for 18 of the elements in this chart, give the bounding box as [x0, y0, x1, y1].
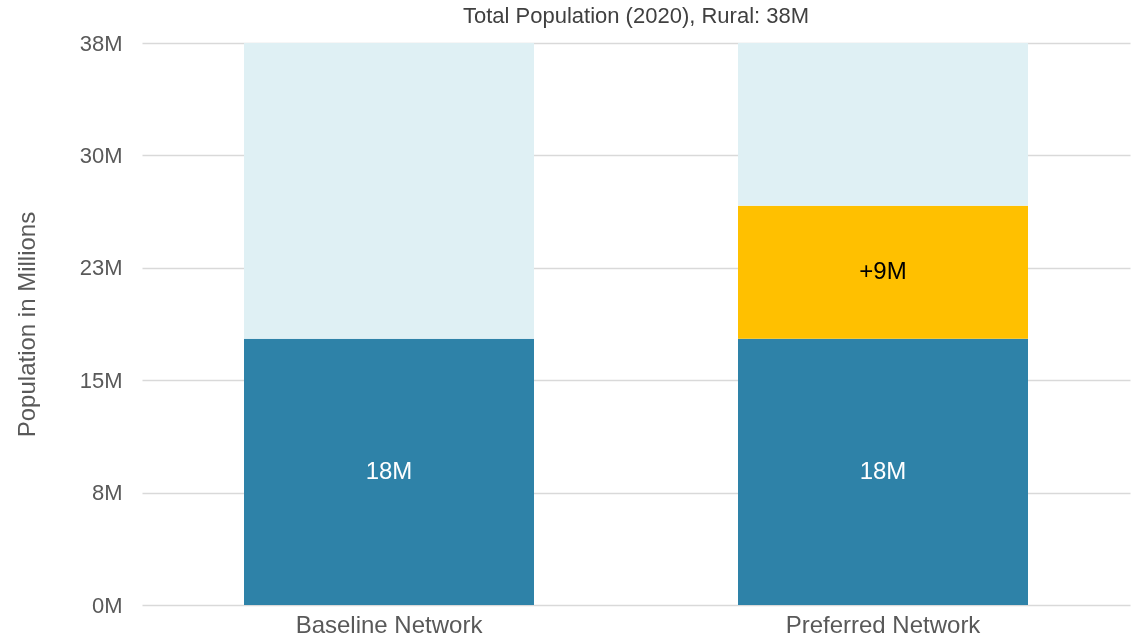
data-label: 18M	[859, 456, 907, 484]
bar	[244, 43, 534, 339]
y-tick-label: 38M	[79, 30, 123, 56]
x-tick-label: Baseline Network	[295, 610, 484, 638]
y-tick-label: 15M	[79, 367, 123, 393]
data-label: +9M	[859, 257, 907, 285]
chart-title: Total Population (2020), Rural: 38M	[462, 3, 810, 28]
data-label: 18M	[365, 456, 413, 484]
y-tick-label: 8M	[91, 480, 123, 506]
bar	[244, 338, 534, 605]
bar	[738, 205, 1028, 339]
y-tick-label: 30M	[79, 142, 123, 168]
bar	[738, 338, 1028, 605]
y-axis-title: Population in Millions	[12, 211, 40, 438]
y-tick-label: 0M	[91, 592, 123, 618]
x-tick-label: Preferred Network	[785, 610, 982, 638]
y-tick-label: 23M	[79, 255, 123, 281]
bar	[738, 43, 1028, 206]
